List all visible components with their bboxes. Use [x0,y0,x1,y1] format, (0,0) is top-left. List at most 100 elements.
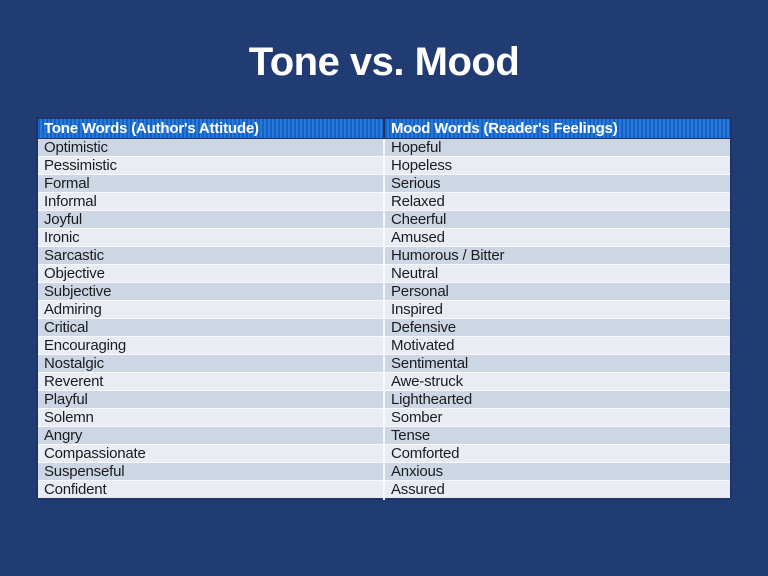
table-row: Reverent Awe-struck [37,372,731,391]
mood-cell: Lighthearted [383,390,731,409]
mood-cell: Hopeless [383,156,731,175]
mood-cell: Neutral [383,264,731,283]
tone-cell-label: Ironic [44,229,80,246]
tone-cell: Reverent [37,372,384,391]
table-row: Solemn Somber [37,408,731,427]
table-row: Optimistic Hopeful [37,138,731,157]
mood-column-header-label: Mood Words (Reader's Feelings) [391,120,618,137]
table-row: Formal Serious [37,174,731,193]
mood-cell: Hopeful [383,138,731,157]
table-row: Confident Assured [37,480,731,499]
mood-cell: Cheerful [383,210,731,229]
tone-cell-label: Nostalgic [44,355,104,372]
mood-cell-label: Tense [391,427,431,444]
tone-cell-label: Objective [44,265,105,282]
table-row: Subjective Personal [37,282,731,301]
mood-cell-label: Awe-struck [391,373,463,390]
mood-cell: Personal [383,282,731,301]
table-row: Objective Neutral [37,264,731,283]
tone-cell-label: Informal [44,193,97,210]
table-body: Optimistic Hopeful Pessimistic Hopeless Form… [37,138,731,499]
tone-cell: Objective [37,264,384,283]
table-row: Critical Defensive [37,318,731,337]
mood-cell-label: Hopeful [391,139,442,156]
tone-cell: Solemn [37,408,384,427]
tone-cell-label: Optimistic [44,139,108,156]
table-header: Tone Words (Author's Attitude) Mood Word… [37,118,731,139]
mood-cell-label: Comforted [391,445,460,462]
mood-cell-label: Motivated [391,337,455,354]
tone-cell-label: Formal [44,175,90,192]
tone-column-header-label: Tone Words (Author's Attitude) [44,120,259,137]
mood-cell-label: Somber [391,409,443,426]
mood-cell: Relaxed [383,192,731,211]
tone-cell: Nostalgic [37,354,384,373]
table-row: Playful Lighthearted [37,390,731,409]
table-row: Compassionate Comforted [37,444,731,463]
mood-cell-label: Relaxed [391,193,445,210]
table-row: Encouraging Motivated [37,336,731,355]
tone-cell: Encouraging [37,336,384,355]
table-row: Admiring Inspired [37,300,731,319]
tone-cell: Suspenseful [37,462,384,481]
table-row: Sarcastic Humorous / Bitter [37,246,731,265]
mood-cell: Assured [383,480,731,499]
tone-cell: Playful [37,390,384,409]
tone-cell: Critical [37,318,384,337]
mood-cell-label: Hopeless [391,157,452,174]
tone-cell: Ironic [37,228,384,247]
mood-cell: Serious [383,174,731,193]
tone-cell-label: Critical [44,319,89,336]
mood-cell-label: Personal [391,283,449,300]
tone-cell-label: Compassionate [44,445,146,462]
mood-cell: Motivated [383,336,731,355]
tone-cell: Angry [37,426,384,445]
tone-cell-label: Reverent [44,373,104,390]
mood-cell-label: Amused [391,229,445,246]
tone-cell: Informal [37,192,384,211]
mood-column-header: Mood Words (Reader's Feelings) [384,118,731,139]
mood-cell-label: Sentimental [391,355,469,372]
mood-cell-label: Cheerful [391,211,447,228]
tone-cell-label: Confident [44,481,107,498]
mood-cell: Anxious [383,462,731,481]
table-row: Joyful Cheerful [37,210,731,229]
mood-cell-label: Inspired [391,301,443,318]
tone-cell-label: Angry [44,427,83,444]
tone-cell-label: Playful [44,391,88,408]
tone-column-header: Tone Words (Author's Attitude) [37,118,385,139]
mood-cell: Amused [383,228,731,247]
mood-cell: Defensive [383,318,731,337]
mood-cell: Inspired [383,300,731,319]
table-row: Pessimistic Hopeless [37,156,731,175]
tone-cell: Optimistic [37,138,384,157]
mood-cell-label: Assured [391,481,445,498]
mood-cell-label: Anxious [391,463,443,480]
table-row: Ironic Amused [37,228,731,247]
mood-cell-label: Defensive [391,319,456,336]
tone-cell-label: Encouraging [44,337,127,354]
tone-cell-label: Suspenseful [44,463,125,480]
tone-cell: Subjective [37,282,384,301]
mood-cell-label: Humorous / Bitter [391,247,505,264]
tone-cell-label: Pessimistic [44,157,117,174]
mood-cell: Somber [383,408,731,427]
mood-cell: Humorous / Bitter [383,246,731,265]
mood-cell: Awe-struck [383,372,731,391]
mood-cell: Sentimental [383,354,731,373]
header-row: Tone Words (Author's Attitude) Mood Word… [37,118,731,139]
mood-cell-label: Lighthearted [391,391,473,408]
mood-cell-label: Neutral [391,265,438,282]
tone-cell: Admiring [37,300,384,319]
table-row: Suspenseful Anxious [37,462,731,481]
mood-cell: Comforted [383,444,731,463]
tone-cell-label: Sarcastic [44,247,104,264]
tone-cell-label: Solemn [44,409,94,426]
table-row: Angry Tense [37,426,731,445]
tone-cell-label: Admiring [44,301,102,318]
tone-mood-table: Tone Words (Author's Attitude) Mood Word… [36,117,732,500]
table-row: Nostalgic Sentimental [37,354,731,373]
table-row: Informal Relaxed [37,192,731,211]
tone-cell: Joyful [37,210,384,229]
